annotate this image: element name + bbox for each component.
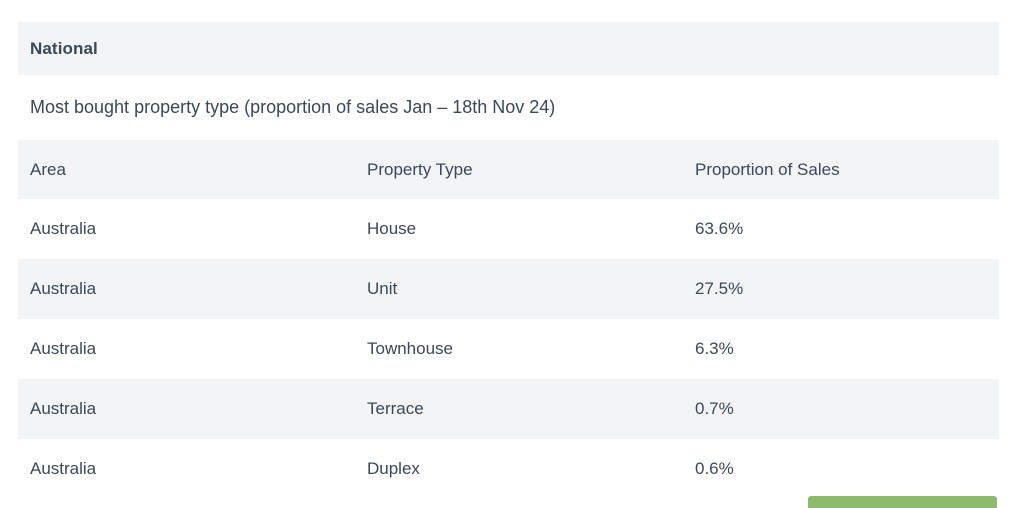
cell-proportion: 0.7% <box>695 399 734 418</box>
cell-proportion: 27.5% <box>695 279 744 298</box>
cell-property-type: Terrace <box>367 399 424 418</box>
cell-area: Australia <box>30 219 97 238</box>
content-area: National Most bought property type (prop… <box>18 22 999 499</box>
table-row: Australia House 63.6% <box>18 199 999 259</box>
table-row: Australia Unit 27.5% <box>18 259 999 319</box>
column-header-property-type: Property Type <box>367 159 473 179</box>
cutoff-green-button[interactable] <box>808 496 997 508</box>
cell-proportion: 0.6% <box>695 459 734 478</box>
cell-area: Australia <box>30 279 97 298</box>
property-sales-table: Area Property Type Proportion of Sales A… <box>18 140 999 499</box>
table-row: Australia Duplex 0.6% <box>18 439 999 499</box>
cell-property-type: House <box>367 219 417 238</box>
section-title: National <box>30 38 98 58</box>
table-caption-text: Most bought property type (proportion of… <box>30 97 556 117</box>
cell-proportion: 6.3% <box>695 339 734 358</box>
cell-property-type: Duplex <box>367 459 420 478</box>
table-header-row: Area Property Type Proportion of Sales <box>18 140 999 199</box>
column-header-area: Area <box>30 159 66 179</box>
cell-property-type: Townhouse <box>367 339 454 358</box>
column-header-proportion-of-sales: Proportion of Sales <box>695 159 840 179</box>
cell-property-type: Unit <box>367 279 398 298</box>
cell-area: Australia <box>30 339 97 358</box>
table-caption: Most bought property type (proportion of… <box>18 75 999 140</box>
cell-proportion: 63.6% <box>695 219 744 238</box>
cell-area: Australia <box>30 399 97 418</box>
table-row: Australia Terrace 0.7% <box>18 379 999 439</box>
section-header: National <box>18 22 999 75</box>
table-row: Australia Townhouse 6.3% <box>18 319 999 379</box>
cell-area: Australia <box>30 459 97 478</box>
